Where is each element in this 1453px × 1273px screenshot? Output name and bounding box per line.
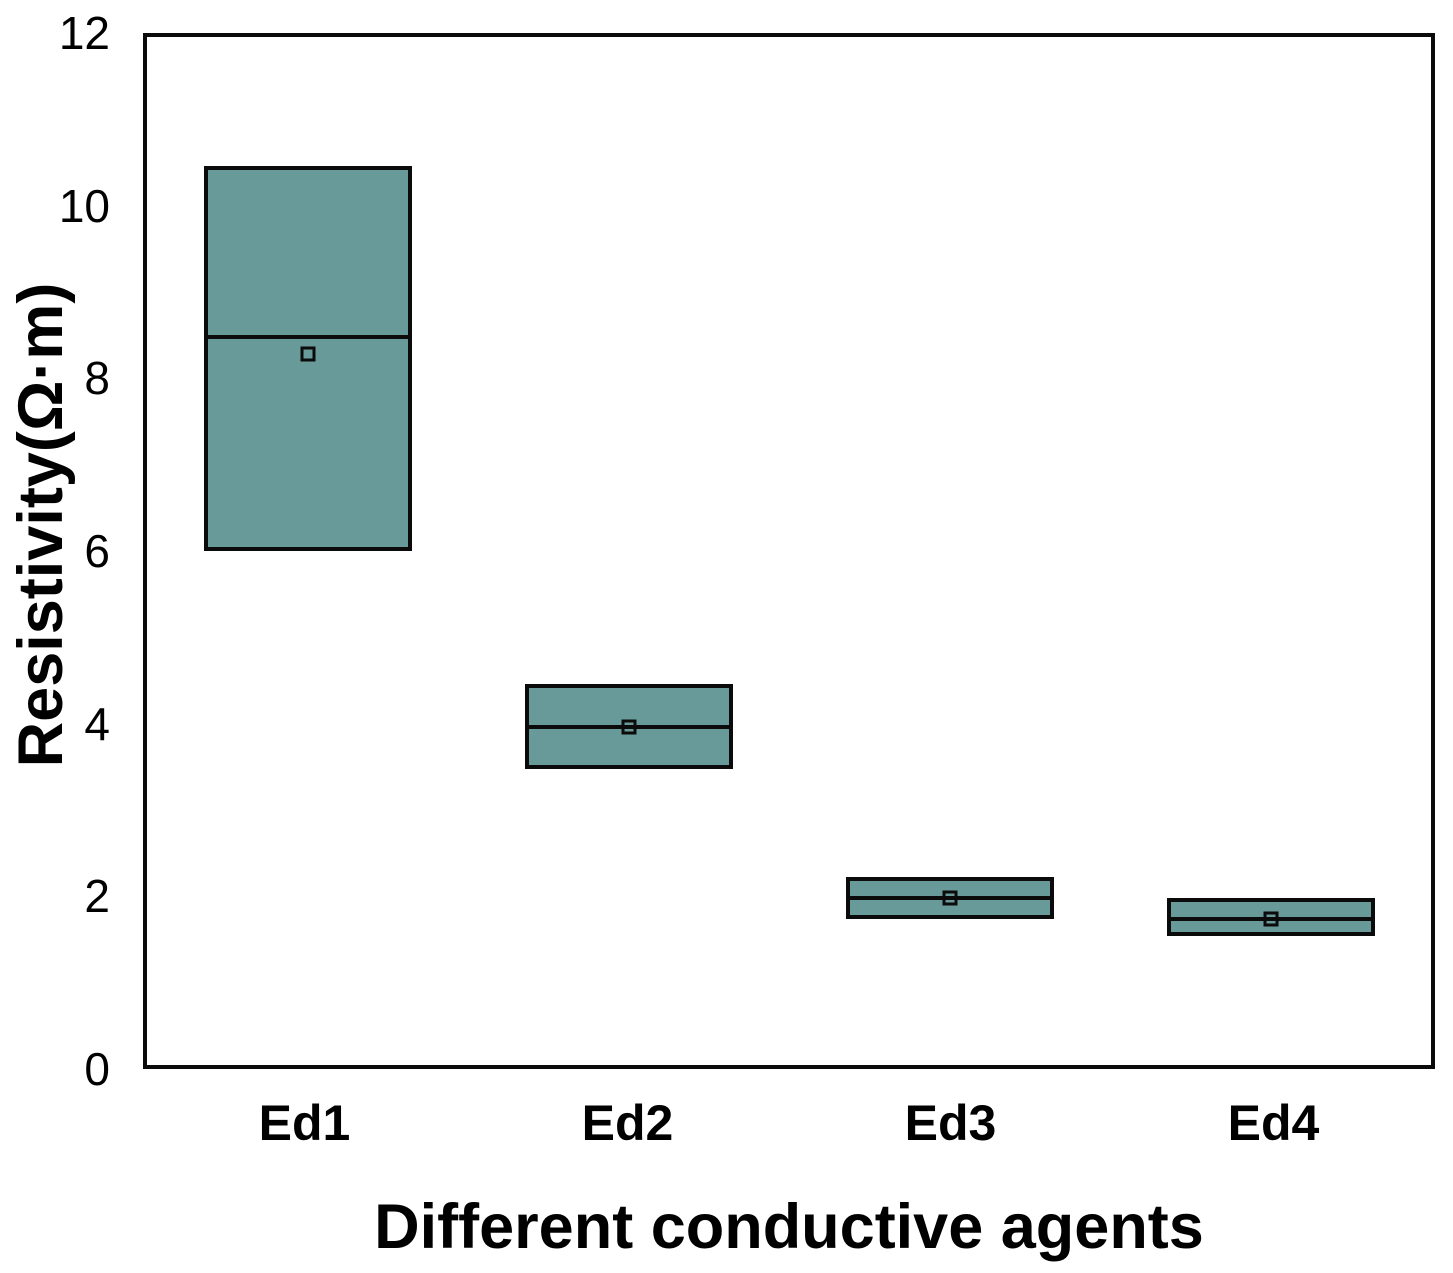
y-tick-label: 12 (58, 7, 110, 59)
y-tick-label: 6 (84, 525, 110, 577)
median-line (849, 895, 1050, 900)
y-tick-labels: 0 2 4 6 8 10 12 (0, 10, 110, 1092)
box-ed2 (524, 683, 733, 770)
box-ed1 (203, 165, 412, 551)
box-ed3 (845, 876, 1054, 920)
x-axis-title: Different conductive agents (374, 1192, 1204, 1262)
x-tick-label-ed2: Ed2 (581, 1095, 674, 1151)
plot-area (143, 33, 1435, 1069)
median-line (1170, 917, 1371, 922)
y-tick-label: 2 (84, 870, 110, 923)
x-tick-label-ed3: Ed3 (904, 1095, 997, 1151)
x-tick-label-ed1: Ed1 (258, 1095, 351, 1151)
boxes-layer (147, 37, 1431, 1065)
mean-marker (1263, 911, 1278, 927)
mean-marker (621, 719, 636, 735)
mean-marker (942, 890, 957, 906)
x-tick-labels: Ed1 Ed2 Ed3 Ed4 (143, 1098, 1435, 1158)
median-line (528, 724, 729, 729)
median-line (207, 334, 408, 339)
y-tick-label: 10 (58, 179, 110, 232)
y-tick-label: 0 (84, 1043, 110, 1095)
x-tick-label-ed4: Ed4 (1227, 1095, 1320, 1151)
y-tick-label: 8 (84, 352, 110, 405)
box-ed4 (1166, 897, 1375, 937)
mean-marker (300, 346, 315, 362)
y-tick-label: 4 (84, 697, 110, 750)
